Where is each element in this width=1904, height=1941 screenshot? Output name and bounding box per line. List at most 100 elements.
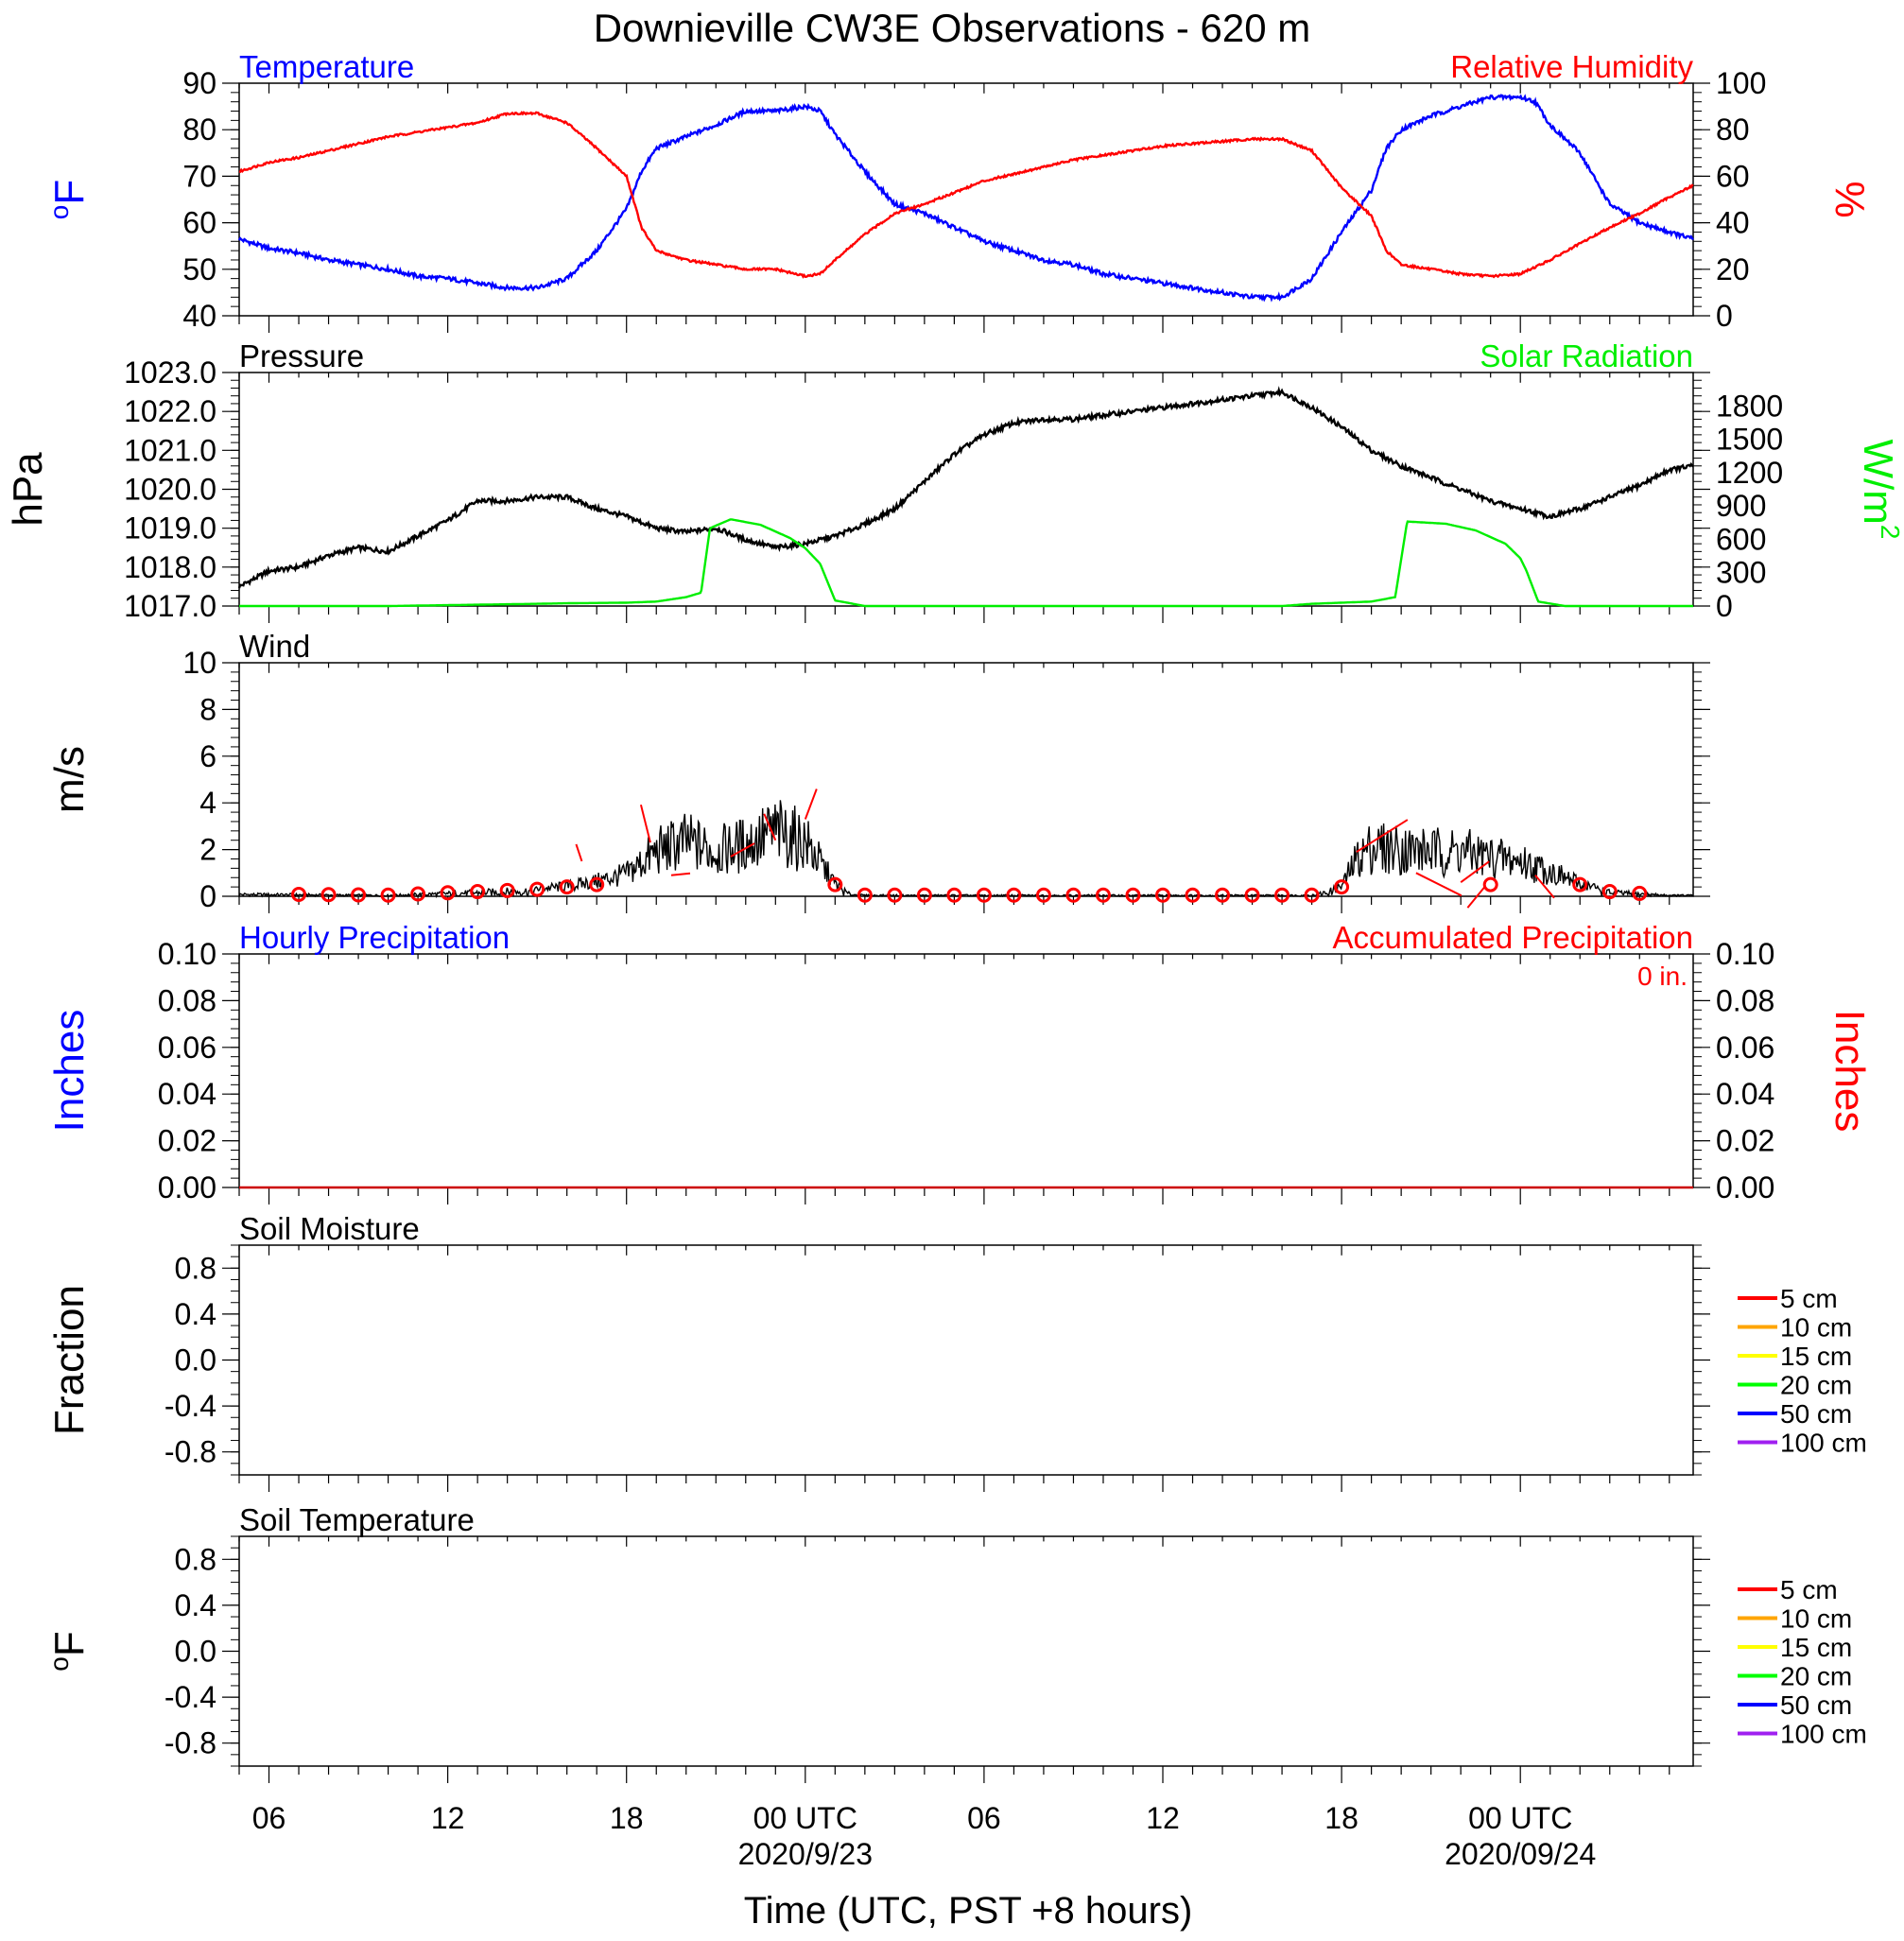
legend-label: 100 cm [1780, 1429, 1867, 1458]
legend-label: 100 cm [1780, 1720, 1867, 1749]
y-tick-label-left: 0.10 [158, 937, 216, 971]
plot-frame [238, 82, 1694, 317]
y-tick-label-left: 70 [182, 159, 216, 193]
calm-wind-marker [320, 887, 337, 903]
y-axis-label-left: oF [44, 1631, 93, 1671]
calm-wind-marker [976, 887, 992, 903]
panel-title-right: Solar Radiation [1480, 338, 1693, 373]
y-tick-label-left: 1019.0 [124, 511, 216, 546]
x-date-label: 2020/09/24 [1445, 1837, 1596, 1871]
figure-title: Downieville CW3E Observations - 620 m [594, 6, 1311, 50]
accum-total-label: 0 in. [1637, 962, 1688, 991]
x-tick-label: 06 [967, 1801, 1001, 1835]
y-tick-label-right: 100 [1716, 66, 1766, 100]
x-tick-label: 18 [1324, 1801, 1359, 1835]
legend-label: 15 cm [1780, 1633, 1852, 1662]
y-axis-label-left: Fraction [46, 1285, 93, 1435]
legend-label: 5 cm [1780, 1284, 1838, 1313]
wind-barb [1466, 886, 1486, 909]
unit-text: F [46, 180, 93, 205]
calm-wind-marker [1244, 887, 1260, 903]
wind-barb [730, 842, 755, 858]
series-line-temperature [237, 94, 1694, 303]
legend-label: 10 cm [1780, 1604, 1852, 1634]
calm-wind-marker [1065, 887, 1082, 903]
calm-wind-marker [410, 886, 426, 902]
calm-wind-marker [1006, 887, 1022, 903]
y-tick-label-right: 0.00 [1716, 1170, 1774, 1204]
y-tick-label-left: 10 [182, 646, 216, 680]
y-axis-label-left: m/s [46, 746, 93, 813]
legend-label: 50 cm [1780, 1690, 1852, 1720]
x-tick-label: 00 UTC [753, 1801, 857, 1835]
panel-1: 40 50 60 70 80 90 0 20 40 60 80 100 Temperature Relat… [44, 49, 1873, 333]
y-tick-label-right: 1200 [1716, 456, 1783, 490]
y-tick-label-left: 2 [199, 833, 216, 867]
y-tick-label-right: 600 [1716, 522, 1766, 556]
y-tick-label-left: 50 [182, 252, 216, 286]
calm-wind-marker [351, 887, 367, 903]
y-tick-label-left: 1022.0 [124, 394, 216, 428]
wind-barb [804, 789, 818, 820]
y-tick-label-right: 0 [1716, 299, 1733, 333]
y-tick-label-left: 0.0 [175, 1635, 216, 1669]
y-tick-label-left: -0.4 [164, 1680, 216, 1714]
x-tick-label: 00 UTC [1468, 1801, 1572, 1835]
plot-frame [238, 372, 1694, 607]
series-line-wind [238, 800, 1694, 899]
y-axis-label-left: oF [44, 180, 93, 219]
panel-2: 1017.0 1018.0 1019.0 1020.0 1021.0 1022.0 1023… [5, 338, 1904, 623]
panel-title-left: Soil Temperature [239, 1502, 475, 1537]
y-axis-label-right: % [1826, 181, 1873, 217]
calm-wind-marker [916, 887, 932, 903]
calm-wind-marker [589, 876, 605, 893]
y-tick-label-left: 8 [199, 692, 216, 726]
wind-barb [763, 813, 777, 841]
panel-title-left: Wind [239, 629, 310, 664]
legend-label: 20 cm [1780, 1662, 1852, 1691]
calm-wind-marker [499, 882, 515, 898]
wind-barb [1460, 860, 1490, 883]
y-tick-label-left: 80 [182, 113, 216, 147]
calm-wind-marker [857, 887, 873, 903]
x-axis-label: Time (UTC, PST +8 hours) [744, 1890, 1193, 1932]
plot-frame [238, 1244, 1694, 1476]
calm-wind-marker [380, 887, 396, 903]
unit-text: F [46, 1631, 93, 1656]
y-tick-label-left: 0.8 [175, 1542, 216, 1576]
calm-wind-marker [1095, 887, 1111, 903]
panel-title-left: Soil Moisture [239, 1211, 420, 1246]
y-axis-label-left: hPa [5, 452, 51, 527]
plot-frame [238, 953, 1694, 1188]
y-tick-label-left: -0.8 [164, 1726, 216, 1760]
calm-wind-marker [1304, 887, 1320, 903]
x-date-label: 2020/9/23 [738, 1837, 873, 1871]
panel-title-left: Hourly Precipitation [239, 920, 510, 955]
wind-barb [1356, 819, 1409, 853]
wind-barb [639, 804, 651, 843]
y-tick-label-right: 80 [1716, 113, 1750, 147]
calm-wind-marker [946, 887, 962, 903]
legend-label: 5 cm [1780, 1575, 1838, 1604]
x-tick-label: 18 [610, 1801, 644, 1835]
y-tick-label-left: 0.04 [158, 1077, 216, 1111]
series-line-pressure [237, 386, 1694, 589]
calm-wind-marker [529, 881, 545, 897]
calm-wind-marker [1125, 887, 1141, 903]
y-tick-label-right: 0.10 [1716, 937, 1774, 971]
y-tick-label-left: 4 [199, 786, 216, 820]
panel-3: 0 2 4 6 8 10 Wind m/s [46, 629, 1710, 913]
y-tick-label-right: 60 [1716, 159, 1750, 193]
y-tick-label-right: 0.06 [1716, 1031, 1774, 1065]
unit-superscript: 2 [1876, 525, 1904, 540]
y-tick-label-left: 0.00 [158, 1170, 216, 1204]
y-tick-label-right: 40 [1716, 206, 1750, 240]
y-tick-label-left: 0.02 [158, 1124, 216, 1158]
y-tick-label-right: 0.02 [1716, 1124, 1774, 1158]
panel-5: -0.8 -0.4 0.0 0.4 0.8 Soil Moisture Fraction 5 … [46, 1211, 1867, 1492]
y-tick-label-left: 0 [199, 879, 216, 913]
calm-wind-marker [1035, 887, 1051, 903]
legend-label: 15 cm [1780, 1342, 1852, 1371]
